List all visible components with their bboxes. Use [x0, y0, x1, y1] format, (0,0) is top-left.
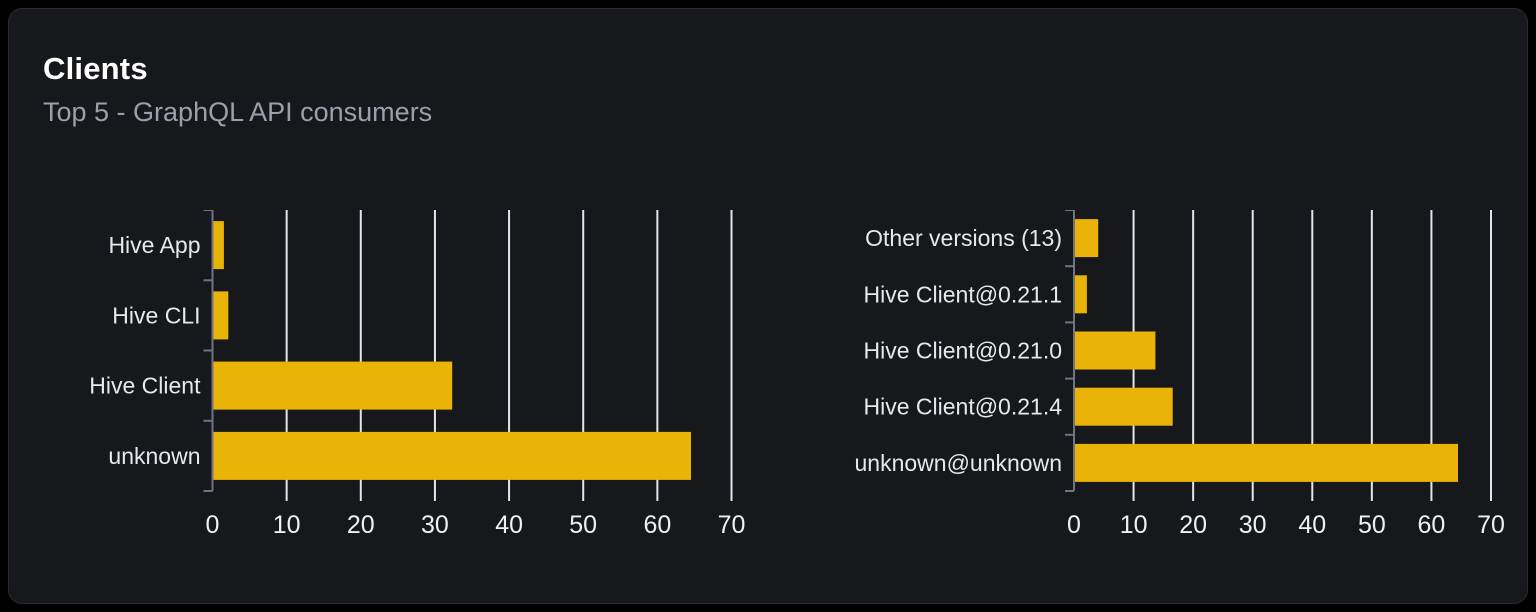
x-tick-label-0: 0	[1067, 511, 1081, 539]
x-tick-label-20: 20	[1179, 511, 1207, 539]
x-tick-label-30: 30	[421, 511, 449, 539]
bar-unknown[interactable]	[213, 431, 692, 480]
bar-hive-client-0-21-1[interactable]	[1075, 275, 1087, 314]
x-tick-label-70: 70	[1477, 511, 1505, 539]
x-tick-label-70: 70	[718, 511, 746, 539]
x-tick-label-10: 10	[1120, 511, 1148, 539]
bar-hive-client-0-21-4[interactable]	[1075, 387, 1173, 426]
bar-unknown-unknown[interactable]	[1075, 443, 1458, 482]
category-label-hive-cli: Hive CLI	[112, 302, 200, 328]
x-tick-label-50: 50	[569, 511, 597, 539]
x-tick-label-40: 40	[1298, 511, 1326, 539]
x-tick-label-60: 60	[643, 511, 671, 539]
x-tick-label-20: 20	[347, 511, 375, 539]
x-tick-label-10: 10	[273, 511, 301, 539]
bar-other-versions-13[interactable]	[1075, 219, 1099, 258]
clients-by-version-chart[interactable]: Other versions (13) Hive Client@0.21.1 Hiv…	[831, 210, 1521, 550]
category-label-unknown: unknown	[108, 443, 200, 469]
category-label-other-versions-13: Other versions (13)	[865, 225, 1062, 251]
x-tick-label-0: 0	[206, 511, 220, 539]
x-tick-label-60: 60	[1417, 511, 1445, 539]
category-label-hive-client-0-21-1: Hive Client@0.21.1	[864, 281, 1063, 307]
x-tick-label-30: 30	[1239, 511, 1267, 539]
bar-hive-app[interactable]	[213, 221, 224, 270]
category-label-hive-client: Hive Client	[89, 373, 201, 399]
category-label-hive-client-0-21-4: Hive Client@0.21.4	[864, 394, 1063, 420]
x-tick-label-40: 40	[495, 511, 523, 539]
card-subtitle: Top 5 - GraphQL API consumers	[43, 97, 433, 127]
category-label-hive-app: Hive App	[108, 232, 200, 258]
bar-hive-client[interactable]	[213, 361, 453, 410]
clients-by-name-chart[interactable]: Hive App Hive CLI Hive Client unknown 0 10 20 3…	[81, 210, 761, 550]
x-tick-label-50: 50	[1358, 511, 1386, 539]
category-label-hive-client-0-21-0: Hive Client@0.21.0	[864, 338, 1063, 364]
bar-hive-client-0-21-0[interactable]	[1075, 331, 1156, 370]
clients-card: Clients Top 5 - GraphQL API consumers Hi…	[8, 8, 1528, 604]
category-label-unknown-unknown: unknown@unknown	[855, 450, 1062, 476]
bar-hive-cli[interactable]	[213, 291, 229, 340]
card-title: Clients	[43, 51, 148, 86]
